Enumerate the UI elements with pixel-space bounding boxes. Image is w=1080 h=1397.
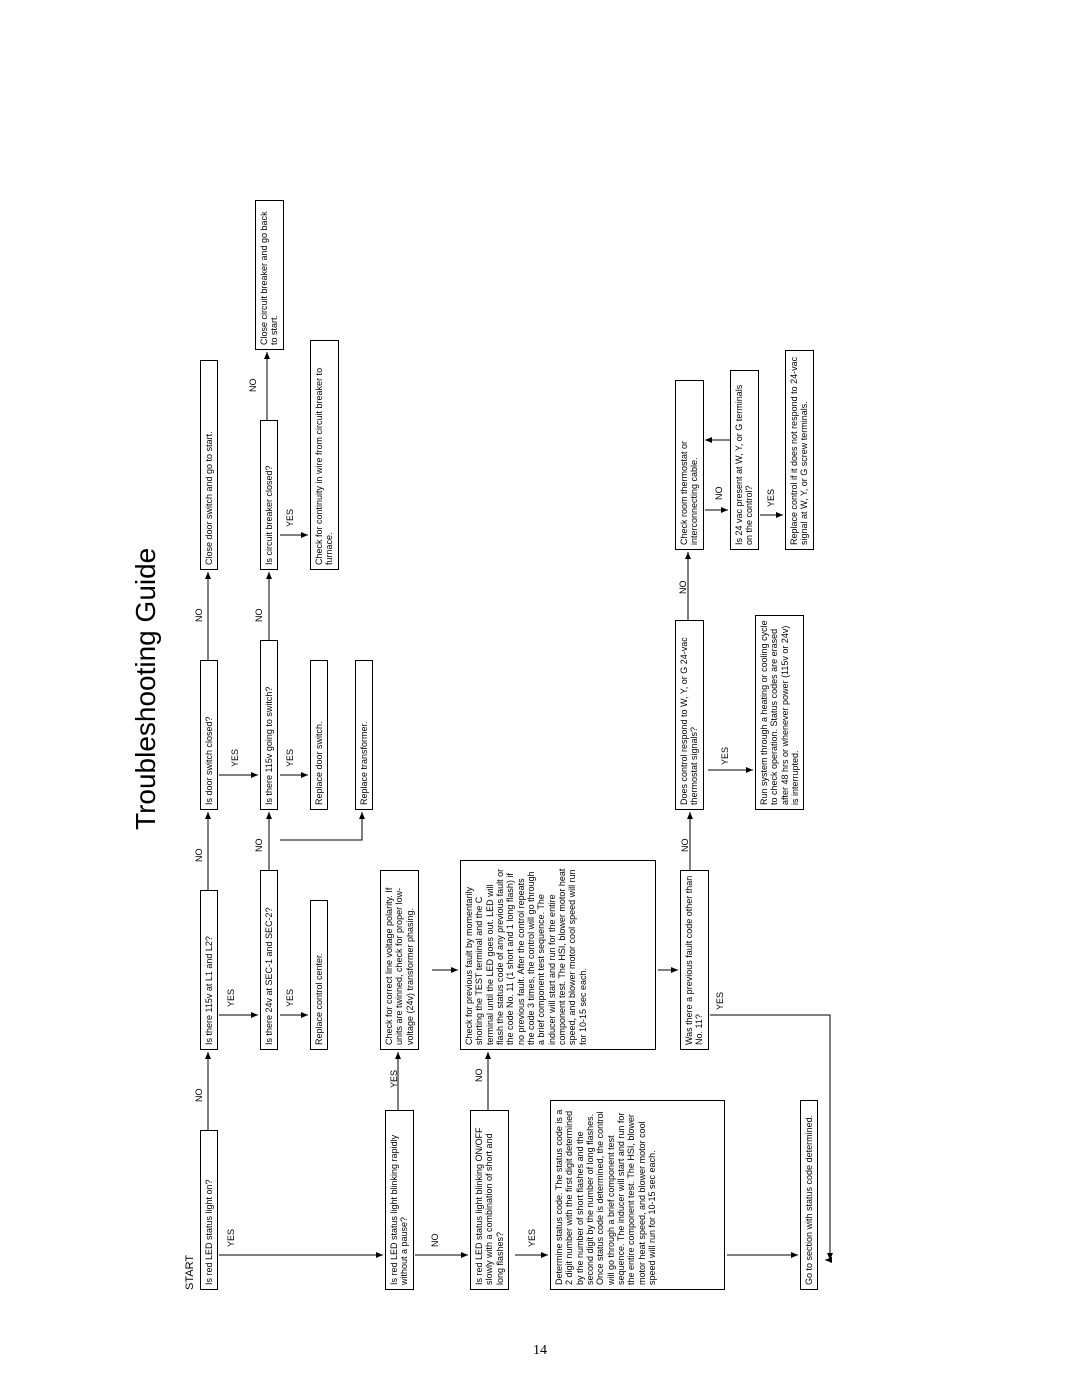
node-n21: Is 24 vac present at W, Y, or G terminal… xyxy=(730,370,759,550)
flow-connectors xyxy=(130,110,950,1310)
node-n10: Replace control center. xyxy=(310,900,328,1050)
node-n6: Is there 115v going to switch? xyxy=(260,640,278,810)
edge-label: NO xyxy=(680,839,690,853)
node-n8: Close circuit breaker and go back to sta… xyxy=(255,200,284,350)
node-n18: Was there a previous fault code other th… xyxy=(680,870,709,1050)
node-n23: Run system through a heating or cooling … xyxy=(755,615,804,810)
node-n20: Check room thermostat or interconnecting… xyxy=(675,380,704,550)
node-n19: Does control respond to W, Y, or G 24-va… xyxy=(675,620,704,810)
node-n14: Is red LED status light blinking rapidly… xyxy=(385,1110,414,1290)
node-n9: Check for continuity in wire from circui… xyxy=(310,340,339,570)
edge-label: NO xyxy=(194,849,204,863)
node-n22: Replace control if it does not respond t… xyxy=(785,350,814,550)
edge-label: YES xyxy=(226,989,236,1007)
node-n15: Is red LED status light blinking ON/OFF … xyxy=(470,1110,509,1290)
node-n24: Go to section with status code determine… xyxy=(800,1100,818,1290)
edge-label: NO xyxy=(248,379,258,393)
flowchart-stage: Troubleshooting Guide START Is red LED s… xyxy=(130,110,950,1310)
node-n4: Close door switch and go to start. xyxy=(200,360,218,570)
page-number: 14 xyxy=(0,1343,1080,1359)
edge-label: NO xyxy=(474,1069,484,1083)
node-n13: Check for correct line voltage polarity.… xyxy=(380,870,419,1050)
edge-label: NO xyxy=(254,839,264,853)
edge-label: NO xyxy=(194,1089,204,1103)
edge-label: NO xyxy=(430,1234,440,1248)
edge-label: YES xyxy=(285,749,295,767)
start-label: START xyxy=(184,1255,196,1290)
node-n2: Is there 115v at L1 and L2? xyxy=(200,890,218,1050)
edge-label: YES xyxy=(527,1229,537,1247)
node-n16: Determine status code. The status code i… xyxy=(550,1100,725,1290)
edge-label: NO xyxy=(194,609,204,623)
edge-label: YES xyxy=(230,749,240,767)
edge-label: YES xyxy=(226,1229,236,1247)
node-n11: Replace door switch. xyxy=(310,660,328,810)
edge-label: NO xyxy=(678,581,688,595)
node-n12: Replace transformer. xyxy=(355,660,373,810)
node-n1: Is red LED status light on? xyxy=(200,1130,218,1290)
node-n7: Is circuit breaker closed? xyxy=(260,420,278,570)
edge-label: NO xyxy=(714,487,724,501)
node-n5: Is there 24v at SEC-1 and SEC-2? xyxy=(260,870,278,1050)
edge-label: YES xyxy=(389,1070,399,1088)
edge-label: YES xyxy=(720,747,730,765)
edge-label: YES xyxy=(715,992,725,1010)
edge-label: YES xyxy=(285,989,295,1007)
node-n17: Check for previous fault by momentarily … xyxy=(460,860,656,1050)
page-title: Troubleshooting Guide xyxy=(130,548,162,830)
node-n3: Is door switch closed? xyxy=(200,660,218,810)
edge-label: YES xyxy=(766,489,776,507)
edge-label: NO xyxy=(254,609,264,623)
edge-label: YES xyxy=(285,509,295,527)
